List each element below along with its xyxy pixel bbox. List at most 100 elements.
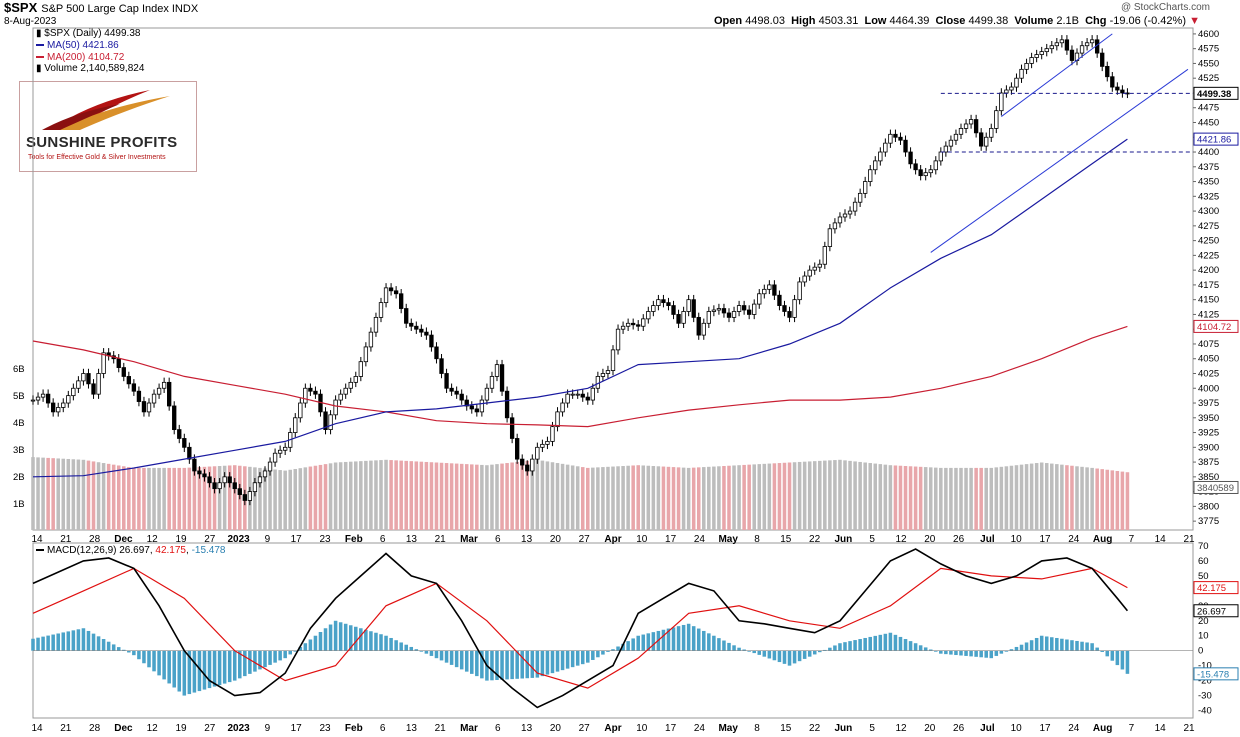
macd-histogram-bar — [611, 649, 615, 651]
volume-bar — [338, 462, 343, 530]
candle-body — [767, 284, 772, 290]
macd-tick-label: 10 — [1198, 631, 1209, 642]
candle-body — [641, 318, 646, 327]
volume-bar — [419, 461, 424, 530]
volume-bar — [414, 461, 419, 530]
volume-bar — [636, 465, 640, 530]
candle-body — [91, 383, 96, 395]
macd-histogram-bar — [354, 626, 358, 651]
candle-body — [172, 405, 177, 431]
macd-histogram-bar — [651, 632, 656, 651]
macd-histogram-bar — [495, 650, 499, 681]
macd-histogram-bar — [1065, 639, 1069, 651]
candle-body — [646, 311, 651, 320]
price-tick-label: 3775 — [1198, 516, 1219, 527]
macd-histogram-bar — [1039, 635, 1044, 651]
x-tick-label: 12 — [895, 534, 907, 545]
macd-histogram-bar — [681, 624, 686, 651]
symbol: $SPX — [4, 0, 38, 15]
candle-body — [61, 402, 66, 408]
macd-histogram-bar — [666, 628, 671, 651]
volume-bar — [212, 466, 217, 530]
macd-histogram-bar — [414, 649, 419, 651]
volume-bar — [374, 460, 378, 530]
macd-histogram-bar — [939, 650, 943, 654]
x-tick-label: 21 — [60, 723, 72, 734]
volume-bar — [308, 466, 313, 530]
volume-value: 2.1B — [1056, 15, 1079, 27]
candle-body — [600, 373, 606, 377]
volume-bar — [661, 466, 666, 530]
candle-body — [994, 110, 999, 129]
volume-tick-label: 1B — [13, 499, 25, 510]
macd-histogram-bar — [792, 650, 797, 664]
volume-bar — [742, 464, 746, 530]
low-value: 4464.39 — [889, 15, 930, 27]
volume-bar — [858, 461, 862, 530]
macd-name: MACD(12,26,9) — [47, 545, 117, 556]
volume-bar — [671, 467, 676, 530]
open-label: Open — [714, 15, 743, 27]
candle-body — [484, 387, 490, 401]
price-tick-label: 4200 — [1198, 265, 1219, 276]
macd-histogram-bar — [1055, 637, 1059, 651]
macd-histogram-bar — [727, 642, 731, 651]
volume-bar — [1095, 468, 1099, 530]
candle-body — [999, 92, 1004, 112]
candle-body — [358, 361, 363, 377]
volume-bar — [611, 466, 615, 530]
candle-body — [1069, 49, 1075, 61]
x-tick-label: 20 — [924, 723, 936, 734]
candle-body — [222, 476, 227, 484]
candle-body — [883, 142, 888, 153]
volume-bar — [263, 468, 267, 530]
close-value: 4499.38 — [968, 15, 1009, 27]
volume-bar — [631, 465, 635, 530]
legend-ma200: MA(200) 4104.72 — [36, 52, 124, 63]
volume-bar — [656, 466, 661, 530]
candle-body — [383, 287, 389, 304]
volume-bar — [1055, 464, 1059, 530]
volume-bar — [777, 463, 782, 530]
volume-bar — [823, 460, 827, 530]
volume-bar — [833, 460, 837, 530]
candle-body — [691, 299, 696, 318]
macd-histogram-bar — [348, 625, 353, 651]
volume-bar — [283, 470, 287, 530]
candle-body — [373, 316, 379, 333]
macd-histogram-bar — [934, 650, 938, 652]
candle-body — [963, 123, 969, 129]
candle-body — [388, 287, 394, 292]
volume-bar — [797, 461, 802, 530]
candle-body — [328, 414, 333, 431]
macd-histogram-bar — [1080, 641, 1084, 651]
macd-histogram-bar — [434, 650, 439, 659]
x-tick-label: 24 — [694, 723, 706, 734]
price-marker-label: 4104.72 — [1197, 322, 1231, 333]
volume-bar — [792, 462, 797, 530]
candle-body — [293, 417, 298, 433]
candle-body — [1054, 42, 1059, 47]
candle-body — [283, 446, 288, 451]
candle-body — [1004, 89, 1009, 94]
candle-body — [731, 311, 737, 318]
candle-body — [873, 160, 878, 171]
macd-histogram-bar — [152, 650, 156, 672]
macd-histogram-bar — [616, 646, 620, 651]
macd-histogram-bar — [918, 645, 923, 651]
x-tick-label: Feb — [345, 534, 363, 545]
volume-bar — [1100, 469, 1104, 530]
price-tick-label: 3900 — [1198, 442, 1219, 453]
macd-histogram-bar — [888, 632, 893, 651]
macd-histogram-bar — [510, 650, 514, 680]
candle-body — [126, 376, 131, 385]
macd-histogram-bar — [142, 650, 146, 664]
macd-histogram-bar — [31, 638, 35, 651]
candle-body — [71, 387, 76, 397]
low-label: Low — [864, 15, 887, 27]
x-tick-label: Jul — [980, 723, 995, 734]
x-tick-label: 17 — [665, 534, 677, 545]
volume-bar — [379, 460, 383, 530]
volume-bar — [1004, 466, 1009, 530]
macd-tick-label: 70 — [1198, 541, 1209, 552]
